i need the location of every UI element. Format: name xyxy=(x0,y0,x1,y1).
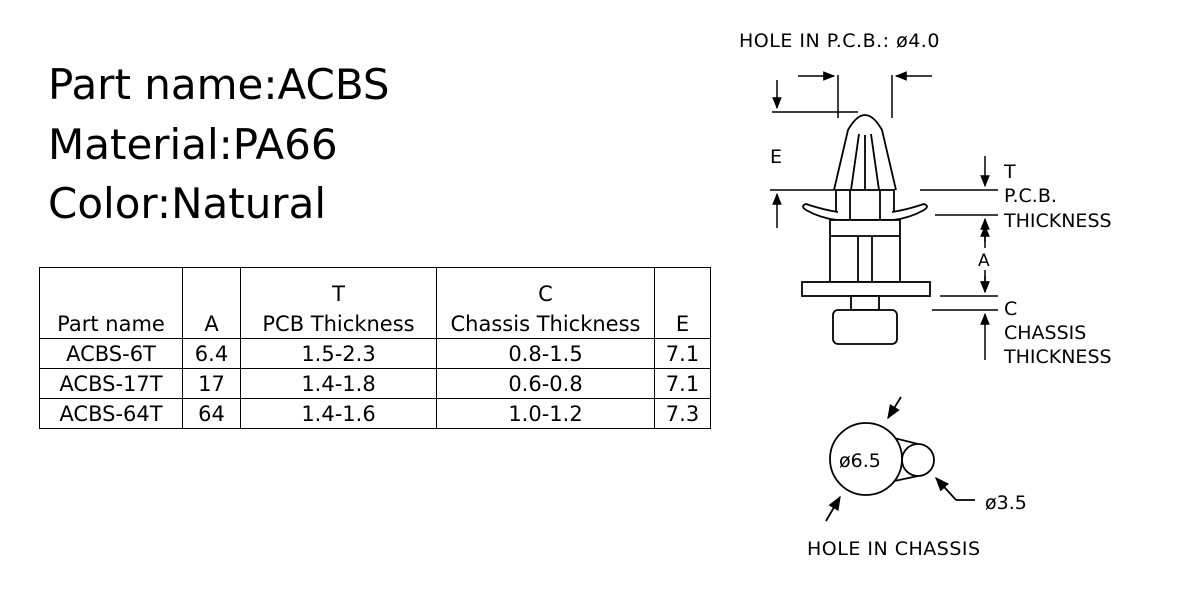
header-top: T xyxy=(332,282,345,306)
table-cell: 17 xyxy=(182,368,241,399)
table-cell: 7.1 xyxy=(654,368,711,399)
table-cell: 64 xyxy=(182,398,241,429)
hole-width-dimension xyxy=(798,71,932,118)
chassis-thickness-label-2: THICKNESS xyxy=(1003,346,1112,368)
table-cell: ACBS-64T xyxy=(39,398,183,429)
diameter-small-label: ø3.5 xyxy=(985,492,1027,514)
label-c: C xyxy=(1004,298,1017,320)
table-cell: 0.6-0.8 xyxy=(436,368,655,399)
label-a: A xyxy=(978,251,990,271)
color-title: Color:Natural xyxy=(48,179,326,228)
chassis-hole-drawing xyxy=(825,396,975,522)
table-row: ACBS-17T 17 1.4-1.8 0.6-0.8 7.1 xyxy=(39,368,711,399)
table-cell: 1.0-1.2 xyxy=(436,398,655,429)
label-t: T xyxy=(1003,161,1016,183)
header-label: E xyxy=(675,312,690,336)
table-cell: 6.4 xyxy=(182,338,241,369)
table-cell: 1.5-2.3 xyxy=(240,338,437,369)
table-row: ACBS-6T 6.4 1.5-2.3 0.8-1.5 7.1 xyxy=(39,338,711,369)
table-row: ACBS-64T 64 1.4-1.6 1.0-1.2 7.3 xyxy=(39,398,711,429)
label-e: E xyxy=(770,146,782,168)
header-chassis-thickness: C Chassis Thickness xyxy=(436,267,655,339)
hole-in-pcb-label: HOLE IN P.C.B.: ø4.0 xyxy=(739,30,940,52)
header-top: C xyxy=(538,282,553,306)
parts-table: Part name A T PCB Thickness C Chassis Th… xyxy=(39,267,711,429)
table-cell: 7.1 xyxy=(654,338,711,369)
pcb-thickness-label-1: P.C.B. xyxy=(1004,185,1057,207)
chassis-thickness-label-1: CHASSIS xyxy=(1004,322,1086,344)
hole-in-chassis-label: HOLE IN CHASSIS xyxy=(807,538,981,560)
pcb-thickness-label-2: THICKNESS xyxy=(1003,210,1112,232)
header-e: E xyxy=(654,267,711,339)
table-cell: 1.4-1.8 xyxy=(240,368,437,399)
header-label: Part name xyxy=(57,312,165,336)
header-label: PCB Thickness xyxy=(262,312,415,336)
table-cell: 0.8-1.5 xyxy=(436,338,655,369)
table-header-row: Part name A T PCB Thickness C Chassis Th… xyxy=(39,267,711,339)
table-cell: 7.3 xyxy=(654,398,711,429)
header-label: A xyxy=(204,312,219,336)
t-dimension xyxy=(920,156,998,248)
header-a: A xyxy=(182,267,241,339)
part-name-title: Part name:ACBS xyxy=(48,60,390,109)
diameter-large-label: ø6.5 xyxy=(839,450,881,472)
table-cell: 1.4-1.6 xyxy=(240,398,437,429)
part-outline xyxy=(801,114,931,345)
header-label: Chassis Thickness xyxy=(450,312,641,336)
header-part-name: Part name xyxy=(39,267,183,339)
material-title: Material:PA66 xyxy=(48,120,338,169)
